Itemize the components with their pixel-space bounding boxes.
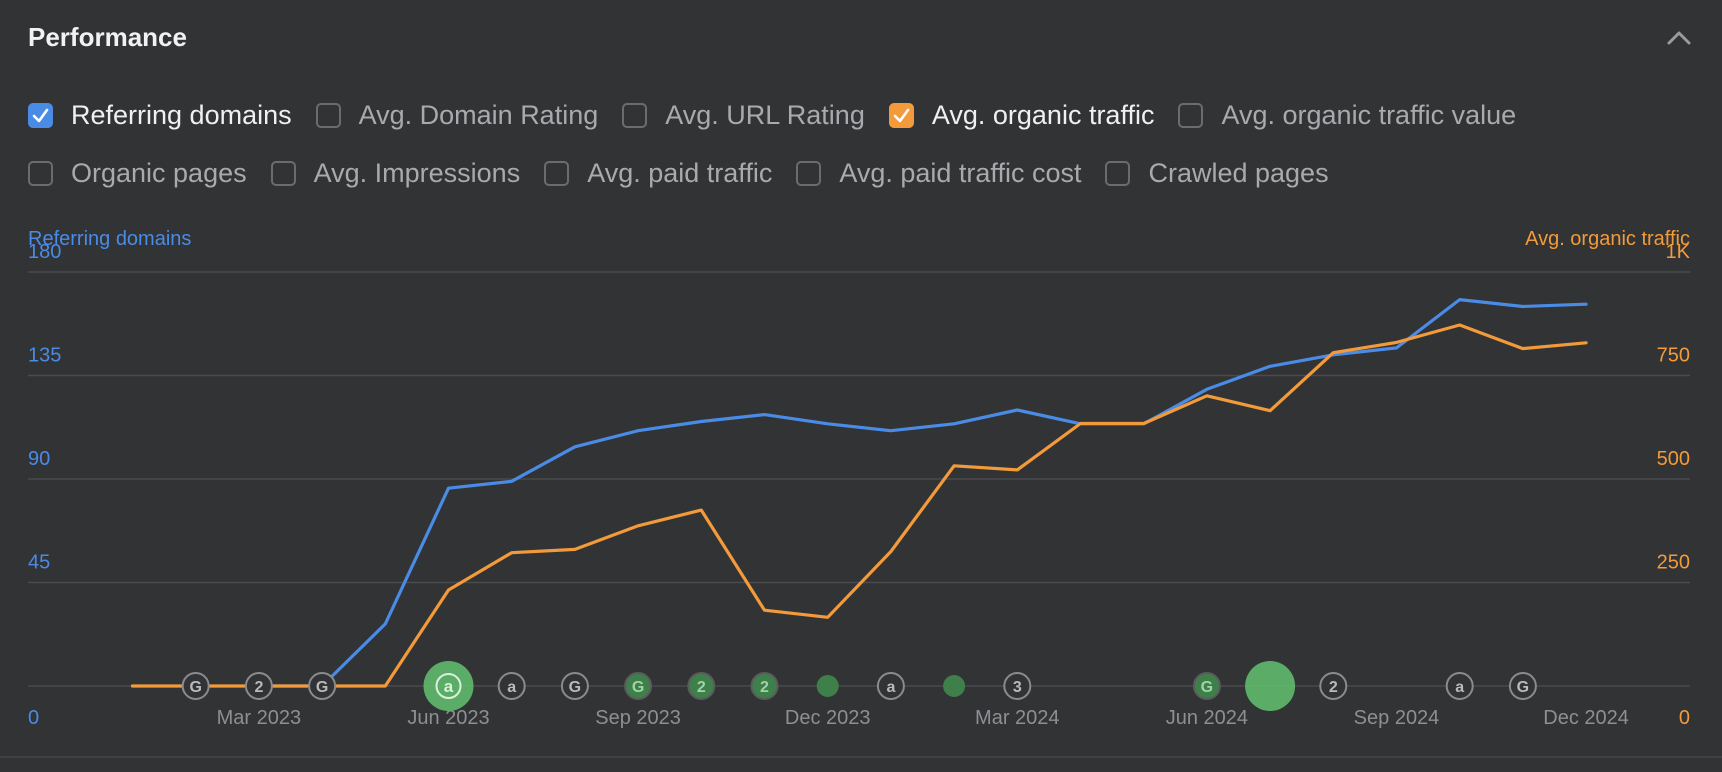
filter-avg-impressions[interactable]: Avg. Impressions (270, 157, 521, 189)
checkbox-icon[interactable] (544, 160, 570, 186)
annotation-marker[interactable]: 2 (244, 672, 273, 700)
svg-text:2: 2 (760, 679, 769, 696)
checkbox-icon[interactable] (270, 160, 296, 186)
filter-organic-pages[interactable]: Organic pages (28, 158, 247, 189)
svg-text:2: 2 (697, 679, 706, 696)
annotation-marker[interactable]: a (876, 672, 905, 700)
checkbox-icon[interactable] (796, 160, 822, 186)
x-tick-label: Dec 2023 (785, 707, 871, 729)
filter-row-2: Organic pages Avg. Impressions Avg. paid… (28, 153, 1694, 193)
filter-label: Crawled pages (1148, 157, 1329, 188)
filter-avg-paid-traffic-cost[interactable]: Avg. paid traffic cost (796, 158, 1081, 189)
annotation-marker[interactable]: a (423, 661, 474, 711)
right-tick-label: 750 (1657, 345, 1690, 367)
axis-ticks: 0 0 45 250 90 500 135 750 180 1K (28, 241, 1691, 729)
annotation-marker[interactable]: G (1508, 672, 1537, 700)
annotation-marker[interactable] (816, 675, 839, 697)
svg-text:G: G (1201, 679, 1213, 696)
filter-label: Organic pages (71, 157, 247, 188)
left-tick-label: 45 (28, 552, 50, 574)
filter-crawled-pages[interactable]: Crawled pages (1105, 157, 1329, 189)
x-tick-label: Dec 2024 (1543, 707, 1629, 729)
series-line-referring-domains[interactable] (257, 298, 1588, 688)
annotation-marker[interactable]: G (624, 672, 653, 700)
svg-text:G: G (632, 679, 644, 696)
annotation-marker[interactable]: 2 (1319, 672, 1348, 700)
x-tick-label: Mar 2023 (217, 707, 302, 729)
checkbox-icon[interactable] (315, 102, 341, 128)
annotation-marker[interactable]: G (560, 672, 589, 700)
annotation-marker[interactable]: a (1445, 672, 1474, 700)
svg-text:a: a (507, 679, 516, 696)
panel-title: Performance (28, 22, 187, 52)
series-lines (130, 298, 1588, 688)
left-tick-label: 180 (28, 241, 61, 263)
filter-label: Avg. Impressions (313, 157, 521, 188)
svg-text:G: G (189, 679, 201, 696)
x-tick-label: Sep 2023 (595, 707, 681, 729)
annotation-marker[interactable]: G (181, 672, 210, 700)
filter-row-1: Referring domains Avg. Domain Rating Avg… (28, 95, 1694, 135)
x-tick-label: Sep 2024 (1354, 707, 1440, 729)
filter-label: Avg. Domain Rating (358, 99, 599, 130)
filter-label: Avg. organic traffic (931, 99, 1155, 130)
filter-referring-domains[interactable]: Referring domains (28, 100, 292, 131)
filter-label: Avg. organic traffic value (1221, 99, 1517, 130)
filter-label: Avg. URL Rating (665, 99, 865, 130)
x-axis-ticks: Mar 2023 Jun 2023 Sep 2023 Dec 2023 Mar 2024… (217, 707, 1629, 729)
x-tick-label: Jun 2023 (407, 707, 489, 729)
filter-avg-domain-rating[interactable]: Avg. Domain Rating (315, 99, 599, 131)
annotation-marker[interactable]: G (308, 672, 337, 700)
chevron-up-icon[interactable] (1664, 24, 1694, 54)
right-axis-title: Avg. organic traffic (1525, 228, 1690, 250)
svg-text:G: G (1517, 679, 1529, 696)
checkbox-icon[interactable] (622, 102, 648, 128)
right-tick-label: 500 (1657, 448, 1690, 470)
checkbox-icon[interactable] (1105, 160, 1131, 186)
panel-header: Performance (28, 18, 1694, 58)
svg-text:2: 2 (1329, 679, 1338, 696)
checkbox-checked-icon[interactable] (28, 102, 53, 128)
right-tick-label: 1K (1666, 241, 1691, 263)
annotation-marker[interactable]: a (497, 672, 526, 700)
svg-text:3: 3 (1013, 679, 1022, 696)
checkbox-icon[interactable] (1178, 102, 1204, 128)
left-axis-title: Referring domains (28, 228, 191, 250)
annotation-marker[interactable] (943, 675, 966, 697)
filter-avg-organic-traffic-value[interactable]: Avg. organic traffic value (1178, 100, 1516, 131)
checkbox-checked-icon[interactable] (888, 102, 914, 128)
left-tick-label: 135 (28, 345, 61, 367)
filter-label: Avg. paid traffic (587, 157, 773, 188)
grid-lines (28, 271, 1690, 687)
right-tick-label: 250 (1657, 552, 1690, 574)
filter-label: Avg. paid traffic cost (839, 157, 1082, 188)
annotation-marker[interactable] (1245, 661, 1296, 711)
left-tick-label: 0 (28, 707, 39, 729)
svg-text:a: a (444, 677, 454, 696)
checkbox-icon[interactable] (28, 160, 53, 186)
filter-avg-paid-traffic[interactable]: Avg. paid traffic (544, 158, 772, 189)
right-tick-label: 0 (1679, 707, 1690, 729)
svg-text:a: a (886, 679, 895, 696)
annotation-marker[interactable]: 2 (750, 672, 779, 700)
metric-filters: Referring domains Avg. Domain Rating Avg… (28, 95, 1694, 211)
filter-label: Referring domains (71, 99, 292, 130)
annotation-marker[interactable]: 3 (1003, 672, 1032, 700)
svg-text:G: G (316, 679, 328, 696)
divider (0, 756, 1722, 758)
left-tick-label: 90 (28, 448, 50, 470)
x-tick-label: Mar 2024 (975, 707, 1060, 729)
annotation-marker[interactable]: G (1192, 672, 1221, 700)
svg-text:G: G (569, 679, 581, 696)
svg-text:2: 2 (254, 679, 263, 696)
series-line-avg-organic-traffic[interactable] (130, 323, 1588, 688)
svg-text:a: a (1455, 679, 1464, 696)
filter-avg-url-rating[interactable]: Avg. URL Rating (622, 100, 865, 131)
x-tick-label: Jun 2024 (1166, 707, 1248, 729)
annotation-marker[interactable]: 2 (687, 672, 716, 700)
filter-avg-organic-traffic[interactable]: Avg. organic traffic (888, 99, 1155, 131)
